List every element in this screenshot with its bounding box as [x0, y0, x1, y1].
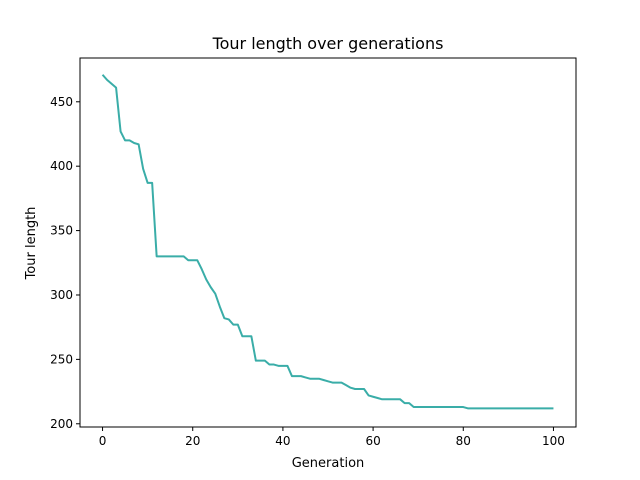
y-tick-label: 200 [50, 417, 73, 431]
x-axis-label: Generation [292, 456, 365, 471]
y-tick-label: 450 [50, 95, 73, 109]
series-line [101, 74, 554, 410]
x-tick-label: 80 [456, 434, 471, 448]
y-axis-ticks: 200 250 300 350 400 450 [50, 95, 80, 431]
x-tick-label: 40 [275, 434, 290, 448]
x-tick-label: 20 [185, 434, 200, 448]
chart-title: Tour length over generations [212, 34, 444, 53]
plot-marks [101, 74, 554, 410]
x-tick-label: 60 [365, 434, 380, 448]
y-axis-label: Tour length [24, 207, 39, 281]
plot-frame [79, 57, 577, 428]
x-tick-label: 0 [99, 434, 107, 448]
y-tick-label: 300 [50, 288, 73, 302]
y-tick-label: 350 [50, 224, 73, 238]
y-tick-label: 250 [50, 352, 73, 366]
x-tick-label: 100 [542, 434, 565, 448]
x-axis-ticks: 0 20 40 60 80 100 [99, 427, 565, 448]
y-tick-label: 400 [50, 159, 73, 173]
